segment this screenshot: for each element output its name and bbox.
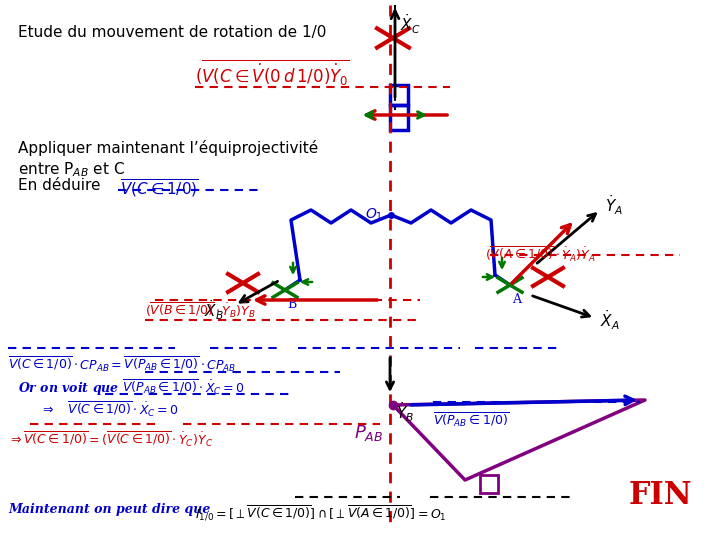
- Text: Appliquer maintenant l’équiprojectivité: Appliquer maintenant l’équiprojectivité: [18, 140, 318, 156]
- Text: $\dot{X}_C$: $\dot{X}_C$: [400, 12, 420, 36]
- Text: $\dot{Y}_A$: $\dot{Y}_A$: [605, 193, 623, 217]
- Text: $\dot{X}_B$: $\dot{X}_B$: [204, 298, 224, 322]
- Text: $P_{AB}$: $P_{AB}$: [354, 423, 383, 443]
- Text: $\dot{Y}_B$: $\dot{Y}_B$: [396, 400, 414, 423]
- Text: $\overline{V(C\in 1/0)}\cdot CP_{AB} = \overline{V(P_{AB}\in 1/0)}\cdot CP_{AB}$: $\overline{V(C\in 1/0)}\cdot CP_{AB} = \…: [8, 355, 236, 374]
- Text: entre P$_{AB}$ et C: entre P$_{AB}$ et C: [18, 160, 125, 179]
- Text: B: B: [287, 298, 296, 311]
- Text: $\overline{V(C\in 1/0)}$: $\overline{V(C\in 1/0)}$: [120, 178, 199, 200]
- Text: $O_1$: $O_1$: [365, 207, 383, 223]
- Text: $\overline{V(P_{AB}\in 1/0)}$: $\overline{V(P_{AB}\in 1/0)}$: [433, 410, 509, 429]
- Bar: [480, 475, 498, 493]
- Text: En déduire: En déduire: [18, 178, 101, 193]
- Text: $\Rightarrow\overline{V(C\in 1/0)} = (\overline{V(C\in 1/0)}\cdot\dot{Y}_C)\dot{: $\Rightarrow\overline{V(C\in 1/0)} = (\o…: [8, 430, 213, 449]
- Text: $(\overline{V(A\in 1/0)}\cdot\dot{Y}_A)\dot{Y}_A$: $(\overline{V(A\in 1/0)}\cdot\dot{Y}_A)\…: [485, 245, 595, 264]
- Text: $I_{1/0} = [\perp\overline{V(C\in 1/0)}]\cap[\perp\overline{V(A\in 1/0)}] = O_1$: $I_{1/0} = [\perp\overline{V(C\in 1/0)}]…: [195, 503, 446, 522]
- Text: Maintenant on peut dire que: Maintenant on peut dire que: [8, 503, 210, 516]
- Text: Or on voit que $\overline{V(P_{AB}\in 1/0)}\cdot\dot{X}_C = 0$: Or on voit que $\overline{V(P_{AB}\in 1/…: [18, 378, 245, 398]
- Text: Etude du mouvement de rotation de 1/0: Etude du mouvement de rotation de 1/0: [18, 25, 326, 40]
- Bar: [390, 105, 408, 130]
- Text: A: A: [512, 293, 521, 306]
- Text: FIN: FIN: [628, 480, 692, 511]
- Text: $(\overline{V(C\in\dot{V}(0\,d\,1/0)\dot{Y}_0}$: $(\overline{V(C\in\dot{V}(0\,d\,1/0)\dot…: [195, 58, 350, 88]
- Text: $(\overline{V(B\in 1/0)}\cdot\dot{Y}_B)\dot{Y}_B$: $(\overline{V(B\in 1/0)}\cdot\dot{Y}_B)\…: [145, 300, 256, 320]
- Text: $\dot{X}_A$: $\dot{X}_A$: [600, 308, 620, 332]
- Text: $\Rightarrow\quad\overline{V(C\in 1/0)}\cdot\dot{X}_C = 0$: $\Rightarrow\quad\overline{V(C\in 1/0)}\…: [40, 400, 179, 419]
- Bar: [390, 85, 408, 105]
